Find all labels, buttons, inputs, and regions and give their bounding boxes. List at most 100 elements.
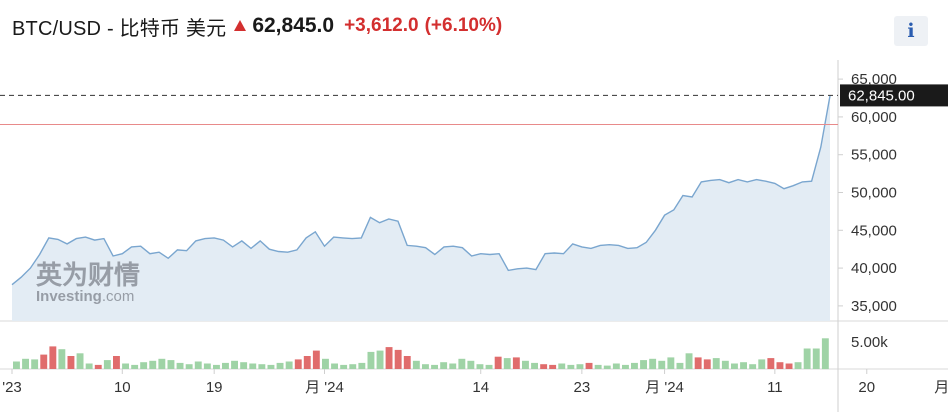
- volume-bar: [358, 362, 366, 369]
- volume-bar: [67, 356, 75, 369]
- y-tick-label: 45,000: [851, 222, 897, 239]
- volume-bar: [467, 360, 475, 369]
- volume-bar: [640, 360, 647, 369]
- up-arrow-icon: [234, 19, 247, 31]
- volume-bar: [285, 361, 293, 369]
- y-tick-label: 55,000: [851, 147, 897, 164]
- volume-bar: [113, 356, 120, 369]
- volume-bar: [222, 362, 229, 369]
- volume-bar: [422, 364, 429, 369]
- volume-bars: [13, 338, 829, 370]
- volume-bar: [567, 364, 575, 369]
- volume-bar: [403, 356, 411, 369]
- y-tick-label: 60,000: [851, 109, 897, 126]
- volume-bar: [22, 358, 29, 370]
- y-tick-label: 40,000: [851, 260, 897, 277]
- volume-bar: [203, 363, 211, 369]
- current-price-tag: [840, 84, 948, 107]
- volume-bar: [622, 364, 629, 369]
- volume-bar: [494, 356, 502, 369]
- volume-bar: [331, 363, 338, 369]
- volume-bar: [585, 362, 593, 369]
- watermark-logo: 英为财情 Investing.com: [36, 261, 140, 305]
- volume-bar: [749, 364, 757, 369]
- volume-bar: [240, 362, 248, 369]
- volume-bar: [794, 362, 802, 369]
- volume-bar: [167, 360, 175, 369]
- volume-bar: [540, 364, 548, 369]
- symbol-title: BTC/USD - 比特币 美元: [12, 17, 227, 40]
- volume-bar: [440, 362, 448, 369]
- volume-bar: [122, 363, 129, 369]
- price-change-percent: (+6.10%): [424, 15, 503, 36]
- volume-bar: [812, 348, 820, 369]
- volume-bar: [512, 357, 520, 369]
- volume-bar: [85, 363, 93, 369]
- y-tick-label: 35,000: [851, 298, 897, 315]
- volume-bar: [267, 364, 275, 369]
- volume-bar: [303, 356, 311, 369]
- volume-bar: [785, 363, 793, 369]
- volume-bar: [458, 358, 466, 370]
- volume-bar: [694, 357, 702, 369]
- y-axis: 65,000 60,000 55,000 50,000 45,000 40,000 35,0…: [838, 71, 897, 351]
- volume-bar: [476, 364, 484, 369]
- volume-bar: [667, 357, 675, 369]
- volume-bar: [522, 360, 529, 369]
- volume-bar: [149, 360, 157, 369]
- volume-bar: [740, 362, 747, 369]
- volume-bar: [312, 350, 320, 369]
- x-tick-label: 10: [114, 379, 131, 396]
- x-tick-label: 11: [767, 379, 783, 396]
- y-tick-label: 65,000: [851, 71, 897, 88]
- volume-bar: [612, 363, 620, 369]
- volume-bar: [594, 364, 602, 369]
- volume-bar: [31, 359, 39, 369]
- volume-bar: [394, 349, 402, 369]
- info-button[interactable]: i: [894, 16, 928, 46]
- volume-bar: [631, 362, 638, 369]
- x-tick-label: 月 '24: [645, 379, 684, 396]
- volume-bar: [703, 359, 711, 369]
- current-price-label: 62,845.00: [848, 87, 915, 104]
- volume-bar: [549, 364, 557, 369]
- volume-bar: [158, 358, 166, 370]
- volume-bar: [503, 358, 511, 369]
- volume-bar: [676, 362, 684, 369]
- volume-bar: [431, 364, 438, 369]
- y-tick-label: 50,000: [851, 185, 897, 202]
- volume-bar: [258, 364, 266, 369]
- volume-bar: [94, 364, 102, 369]
- volume-bar: [103, 360, 111, 369]
- watermark-en: Investing.com: [36, 288, 134, 305]
- price-change: +3,612.0: [344, 15, 419, 36]
- volume-bar: [349, 364, 357, 369]
- volume-bar: [276, 362, 284, 369]
- volume-bar: [767, 358, 775, 369]
- x-tick-label: 月 '24: [305, 379, 344, 396]
- x-axis: '23 10 19 月 '24 14 23 月 '24 11 20 月 '2: [2, 369, 948, 396]
- volume-scale-label: 5.00k: [851, 334, 888, 351]
- volume-bar: [376, 350, 384, 369]
- x-tick-label: 19: [206, 379, 223, 396]
- volume-bar: [685, 353, 693, 369]
- x-tick-label: 月 '2: [934, 379, 948, 396]
- volume-bar: [531, 362, 538, 369]
- volume-bar: [385, 347, 393, 369]
- volume-bar: [49, 346, 57, 369]
- volume-bar: [721, 360, 729, 369]
- volume-bar: [731, 363, 738, 369]
- volume-bar: [176, 362, 184, 369]
- volume-bar: [776, 362, 784, 369]
- volume-bar: [40, 354, 48, 369]
- volume-bar: [412, 360, 420, 369]
- last-price: 62,845.0: [252, 14, 335, 37]
- x-tick-label: '23: [2, 379, 22, 396]
- volume-bar: [658, 360, 666, 369]
- volume-bar: [213, 364, 220, 369]
- x-tick-label: 20: [858, 379, 875, 396]
- volume-bar: [194, 361, 202, 369]
- volume-bar: [803, 348, 811, 369]
- volume-bar: [231, 360, 238, 369]
